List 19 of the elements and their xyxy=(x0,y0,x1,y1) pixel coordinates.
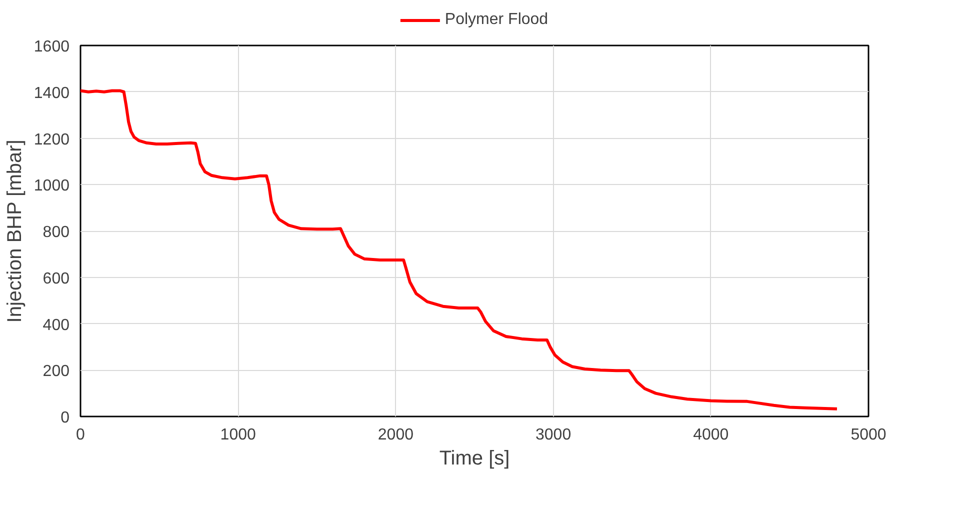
legend-label: Polymer Flood xyxy=(444,11,548,29)
x-tick-label: 1000 xyxy=(220,426,256,444)
y-tick-label: 200 xyxy=(42,363,70,380)
y-axis-title: Injection BHP [mbar] xyxy=(4,140,26,323)
y-tick-label: 0 xyxy=(60,410,70,426)
line-series xyxy=(80,89,838,410)
y-tick-label: 1000 xyxy=(34,178,70,195)
x-axis-title: Time [s] xyxy=(439,448,510,470)
y-tick-label: 1600 xyxy=(34,38,70,56)
y-tick-label: 1400 xyxy=(34,84,70,102)
x-tick-label: 3000 xyxy=(536,426,572,444)
x-tick-label: 4000 xyxy=(693,426,729,444)
x-tick-label: 0 xyxy=(76,426,86,444)
y-tick-label: 600 xyxy=(42,270,70,288)
y-tick-label: 1200 xyxy=(34,131,70,148)
x-tick-label: 2000 xyxy=(378,426,414,444)
x-tick-label: 5000 xyxy=(850,426,886,444)
y-tick-label: 800 xyxy=(42,224,70,241)
y-tick-label: 400 xyxy=(42,316,70,334)
